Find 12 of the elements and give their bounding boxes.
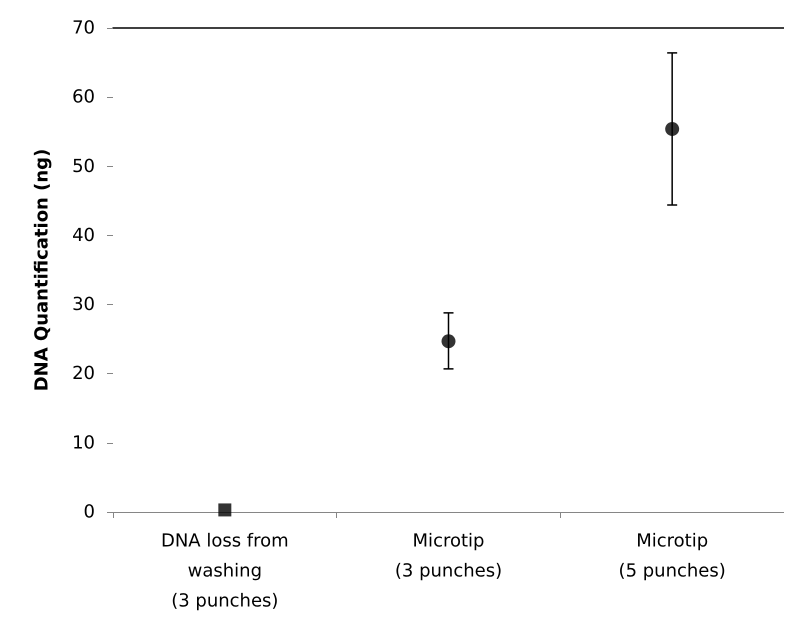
x-tick-label: Microtip (3 punches): [394, 530, 502, 582]
y-tick-label: 70: [72, 18, 95, 38]
y-tick-label: 20: [72, 363, 95, 384]
y-axis-title: DNA Quantification (ng): [32, 148, 52, 392]
y-tick-label: 30: [72, 294, 95, 316]
y-tick-label: 60: [72, 86, 95, 108]
y-tick-label: 0: [84, 502, 95, 522]
y-tick-label: 10: [72, 432, 95, 454]
x-tick-label: DNA loss from washing (3 punches): [160, 530, 289, 612]
y-tick-label: 50: [72, 156, 95, 177]
x-tick-label: Microtip (5 punches): [618, 530, 726, 582]
y-tick-label: 40: [72, 224, 95, 246]
